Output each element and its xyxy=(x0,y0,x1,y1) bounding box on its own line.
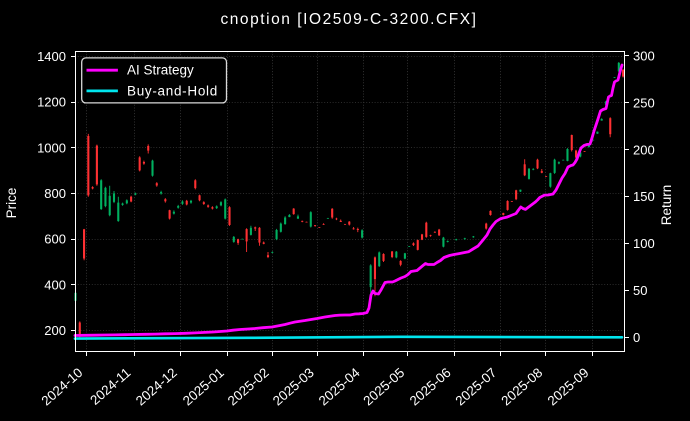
svg-text:200: 200 xyxy=(633,142,655,157)
svg-text:1000: 1000 xyxy=(37,140,66,155)
svg-text:150: 150 xyxy=(633,189,655,204)
svg-text:1200: 1200 xyxy=(37,95,66,110)
svg-text:AI Strategy: AI Strategy xyxy=(127,63,194,78)
svg-text:300: 300 xyxy=(633,48,655,63)
svg-text:Price: Price xyxy=(4,188,19,219)
svg-text:600: 600 xyxy=(44,232,66,247)
svg-text:200: 200 xyxy=(44,323,66,338)
svg-text:Buy-and-Hold: Buy-and-Hold xyxy=(127,83,218,98)
svg-text:50: 50 xyxy=(633,283,647,298)
svg-text:100: 100 xyxy=(633,236,655,251)
svg-text:800: 800 xyxy=(44,186,66,201)
svg-text:400: 400 xyxy=(44,277,66,292)
svg-text:0: 0 xyxy=(633,330,640,345)
svg-text:250: 250 xyxy=(633,95,655,110)
svg-text:1400: 1400 xyxy=(37,49,66,64)
svg-text:Return: Return xyxy=(659,185,674,226)
svg-text:cnoption [IO2509-C-3200.CFX]: cnoption [IO2509-C-3200.CFX] xyxy=(220,11,477,28)
